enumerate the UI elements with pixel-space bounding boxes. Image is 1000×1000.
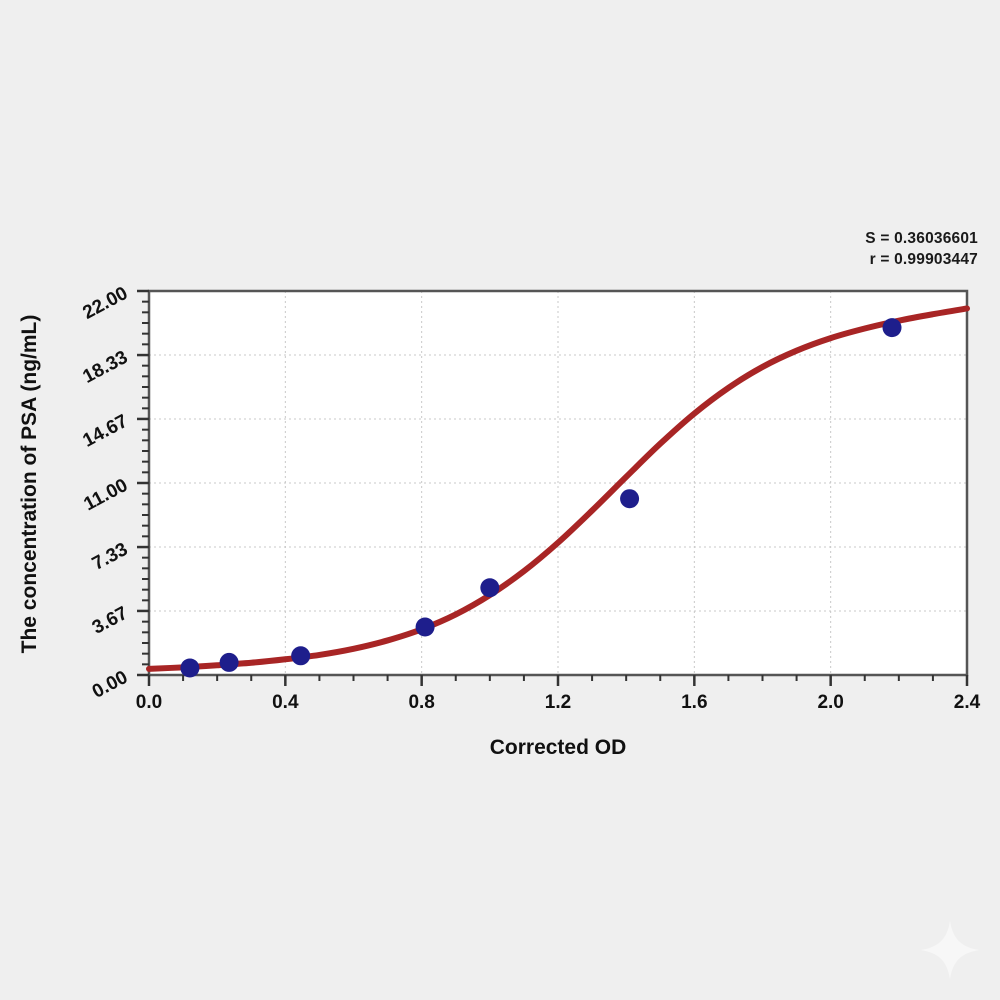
data-point [882, 318, 902, 338]
x-tick-label: 0.8 [408, 692, 434, 713]
y-tick-label: 22.00 [80, 283, 132, 324]
data-point [219, 652, 239, 672]
x-axis-major-ticks [147, 675, 969, 686]
y-tick-label: 14.67 [80, 411, 132, 452]
fitted-curve [146, 305, 970, 672]
data-point [291, 646, 311, 666]
fit-statistics: S = 0.36036601 r = 0.99903447 [865, 228, 978, 270]
y-tick-label: 3.67 [89, 603, 132, 639]
x-axis-title: Corrected OD [490, 736, 627, 759]
y-axis-tick-labels: 0.00 3.67 7.33 11.00 14.67 18.33 22.00 [80, 283, 132, 703]
y-axis-major-ticks [137, 289, 149, 677]
x-axis-tick-labels: 0.0 0.4 0.8 1.2 1.6 2.0 2.4 [136, 692, 981, 713]
x-tick-label: 1.2 [545, 692, 571, 713]
y-tick-label: 7.33 [89, 539, 132, 575]
y-tick-label: 18.33 [80, 347, 132, 388]
data-point [480, 578, 500, 598]
x-axis-minor-ticks [182, 675, 934, 681]
y-axis-title: The concentration of PSA (ng/mL) [18, 315, 41, 654]
y-gridlines [149, 354, 967, 612]
data-point [620, 489, 640, 509]
x-tick-label: 0.4 [272, 692, 299, 713]
data-point-series [180, 318, 902, 678]
x-tick-label: 1.6 [681, 692, 707, 713]
y-tick-label: 11.00 [80, 475, 131, 515]
x-tick-label: 2.4 [954, 692, 981, 713]
data-point [415, 617, 435, 637]
x-tick-label: 2.0 [817, 692, 843, 713]
y-axis-minor-ticks [142, 300, 149, 666]
standard-error-label: S = 0.36036601 [865, 230, 978, 247]
x-tick-label: 0.0 [136, 692, 162, 713]
y-tick-label: 0.00 [89, 667, 132, 703]
data-point [180, 658, 200, 678]
correlation-coefficient-label: r = 0.99903447 [869, 251, 978, 268]
